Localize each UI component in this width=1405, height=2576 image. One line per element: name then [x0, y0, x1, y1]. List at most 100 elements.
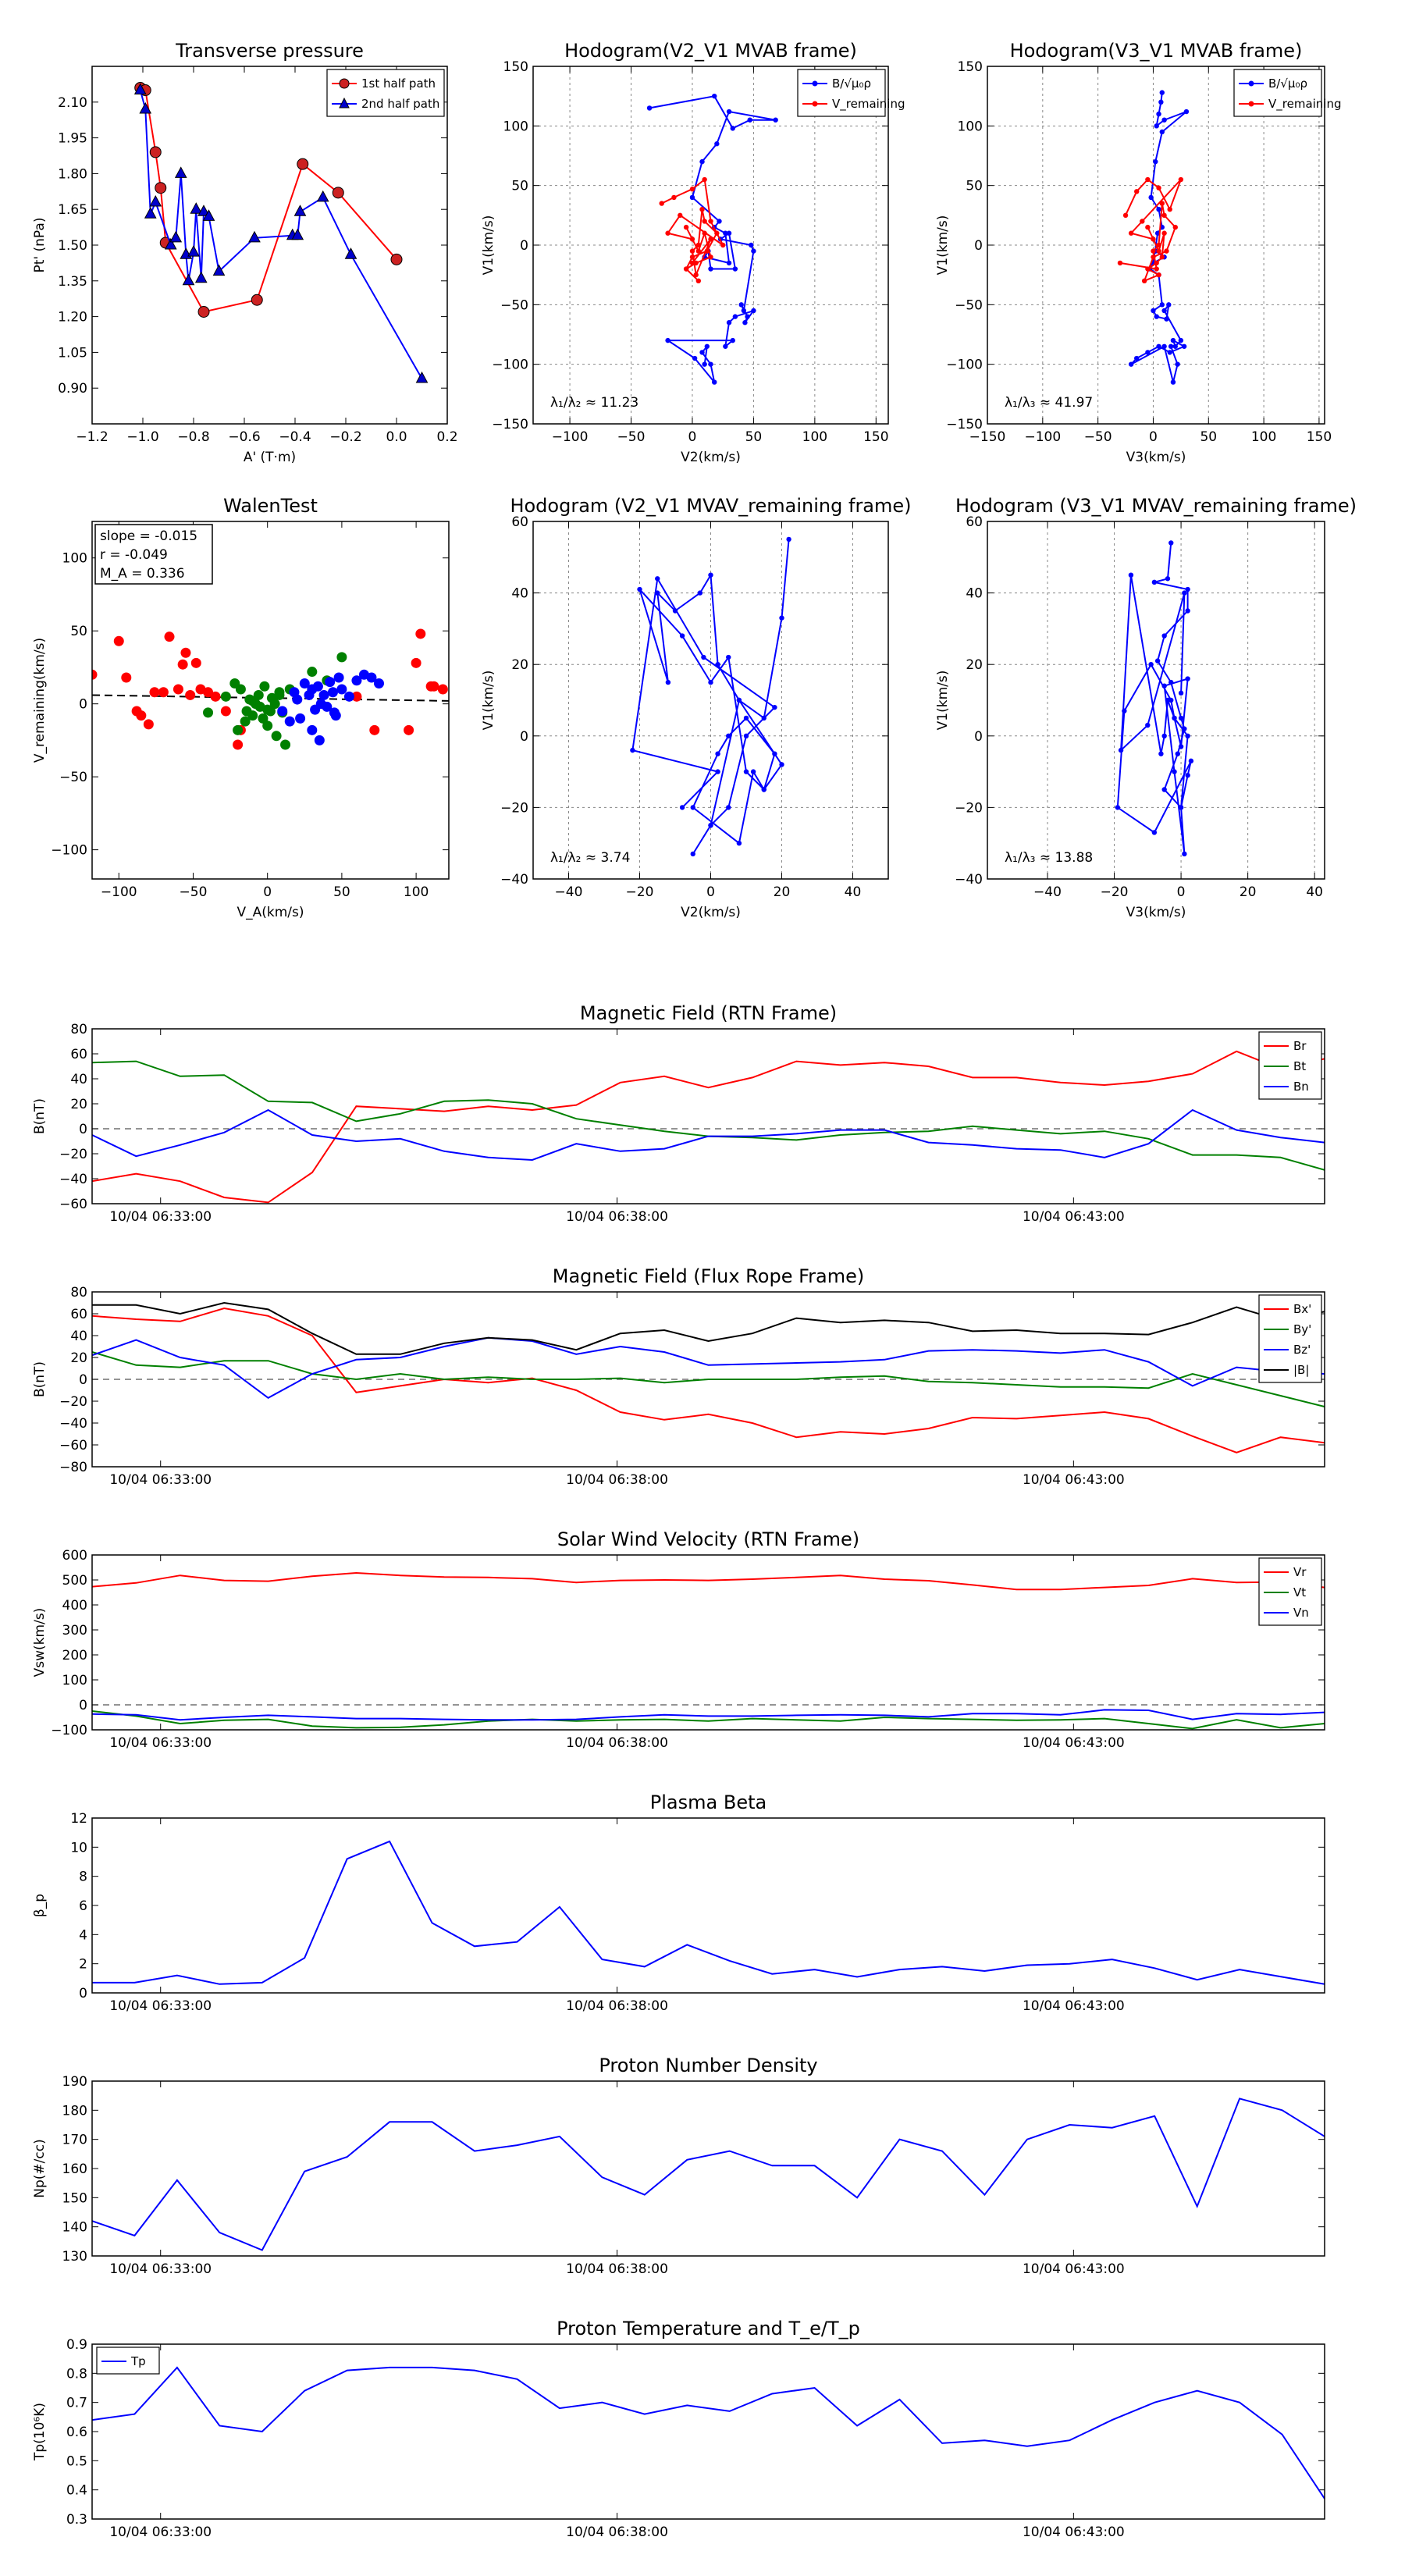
scatter-point-last [329, 707, 340, 718]
marker-point [149, 146, 162, 158]
series-line-beta [92, 1840, 1325, 1985]
x-tick-label: 10/04 06:33:00 [109, 1209, 212, 1225]
y-tick-label: −80 [59, 1460, 87, 1475]
y-tick-label: 0.6 [66, 2425, 87, 2440]
x-tick-label: −50 [617, 429, 646, 445]
x-tick-label: −0.4 [279, 429, 311, 445]
x-tick-label: 10/04 06:33:00 [109, 2524, 212, 2540]
y-tick-label: −50 [59, 770, 87, 785]
marker-point [1156, 272, 1161, 278]
legend-box [1258, 1557, 1322, 1626]
scatter-point-middle [220, 691, 231, 702]
marker-point [1166, 302, 1172, 308]
legend-label: Tp [130, 2354, 146, 2368]
marker-point [1182, 851, 1187, 857]
hodogram-v3-mvav-chart: Hodogram (V3_V1 MVAV_remaining frame) −40… [935, 495, 1357, 920]
proton-temperature-chart: Proton Temperature and T_e/T_p 10/04 06:3… [32, 2318, 1325, 2540]
marker-point [194, 271, 208, 283]
series-line-Br [92, 1050, 1325, 1204]
y-tick-label: 20 [70, 1350, 87, 1366]
marker-point [699, 207, 705, 212]
marker-point [730, 337, 735, 343]
marker-point [751, 308, 756, 314]
chart-title: Plasma Beta [650, 1791, 767, 1813]
marker-point [678, 212, 683, 219]
x-axis-label: V3(km/s) [1126, 450, 1186, 465]
marker-point [736, 841, 742, 846]
scatter-point-middle [258, 713, 269, 724]
legend-box [1233, 69, 1322, 117]
marker-point [1165, 697, 1171, 703]
scatter-point-first [121, 672, 132, 683]
series-group [646, 93, 778, 385]
scatter-point-middle [271, 731, 282, 742]
series-group [1117, 90, 1190, 385]
marker-point [293, 205, 307, 216]
y-axis-label: V1(km/s) [481, 215, 496, 276]
marker-point [1118, 747, 1124, 753]
x-tick-label: −1.2 [76, 429, 108, 445]
y-tick-label: 500 [62, 1573, 87, 1589]
y-tick-label: 50 [511, 179, 528, 194]
marker-point [251, 294, 263, 306]
marker-point [749, 242, 754, 248]
scatter-point-first [164, 632, 175, 642]
mach-number-label: M_A = 0.336 [100, 566, 185, 582]
x-tick-label: −50 [1084, 429, 1112, 445]
marker-point [717, 219, 722, 224]
marker-point [174, 166, 187, 178]
y-tick-label: 1.65 [58, 202, 87, 218]
marker-point [708, 254, 713, 260]
scatter-point-last [366, 672, 377, 683]
legend-label: By' [1293, 1322, 1311, 1336]
scatter-point-middle [233, 724, 244, 735]
legend-label: Vr [1293, 1565, 1307, 1579]
x-tick-label: 50 [333, 884, 350, 900]
scatter-point-middle [307, 667, 318, 678]
marker-point [1172, 715, 1177, 721]
marker-point [1188, 758, 1194, 764]
marker-point [1183, 109, 1190, 115]
marker-point [679, 633, 685, 639]
legend: Tp [96, 2347, 160, 2375]
marker-point [1158, 99, 1164, 105]
marker-point [1154, 314, 1159, 319]
chart-title: Hodogram(V2_V1 MVAB frame) [564, 40, 857, 62]
marker-point [712, 379, 717, 385]
y-tick-label: −50 [500, 297, 528, 313]
marker-point [773, 117, 778, 123]
y-tick-label: 0 [79, 1698, 87, 1713]
chart-title: Solar Wind Velocity (RTN Frame) [557, 1528, 859, 1550]
legend-label: B/√μ₀ρ [832, 76, 871, 91]
marker-point [786, 536, 791, 543]
marker-point [689, 254, 695, 260]
x-axis-label: V3(km/s) [1126, 905, 1186, 920]
scatter-point-middle [247, 696, 258, 706]
scatter-point-first [185, 689, 196, 700]
scatter-point-last [307, 724, 318, 735]
scatter-point-middle [336, 652, 347, 663]
marker-point [693, 272, 699, 278]
x-tick-label: 10/04 06:38:00 [566, 1472, 668, 1488]
marker-point [1178, 805, 1184, 810]
marker-point [743, 733, 749, 738]
x-tick-label: 0 [688, 429, 697, 445]
scatter-point-first [177, 659, 188, 670]
y-axis-label: V1(km/s) [935, 671, 951, 731]
series-line-|B| [92, 1301, 1325, 1355]
y-tick-label: 600 [62, 1548, 87, 1564]
marker-point [743, 715, 749, 721]
marker-point [164, 237, 177, 250]
y-tick-label: −100 [51, 1723, 87, 1738]
marker-point [665, 337, 670, 343]
scatter-point-middle [247, 710, 258, 721]
marker-point [1145, 176, 1151, 183]
x-tick-label: 0 [1177, 884, 1186, 900]
y-tick-label: −40 [59, 1172, 87, 1187]
marker-point [772, 751, 777, 756]
series-line-V_remaining [1119, 178, 1182, 283]
scatter-point-last [322, 701, 333, 712]
marker-point [741, 308, 747, 314]
chart-title: Magnetic Field (RTN Frame) [580, 1002, 837, 1024]
x-tick-label: −0.6 [228, 429, 260, 445]
